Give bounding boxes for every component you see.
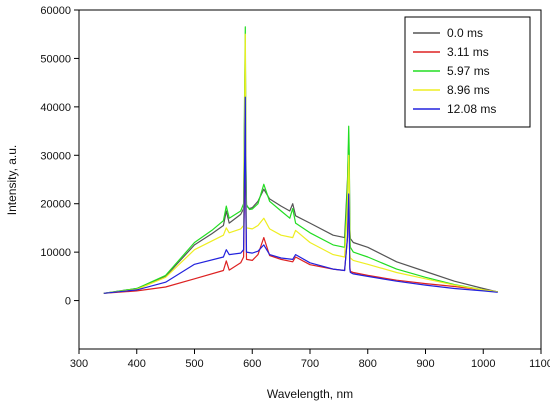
x-tick-label: 300: [70, 358, 88, 370]
y-tick-label: 50000: [40, 53, 71, 65]
legend-entry: 0.0 ms: [447, 26, 483, 40]
y-axis-title: Intensity, a.u.: [5, 145, 19, 215]
x-tick-label: 1100: [529, 358, 550, 370]
y-tick-label: 30000: [40, 150, 71, 162]
x-tick-label: 700: [301, 358, 319, 370]
x-tick-label: 400: [128, 358, 146, 370]
series-line-1: [103, 135, 498, 294]
y-tick-label: 40000: [40, 102, 71, 114]
legend-entry: 5.97 ms: [447, 64, 490, 78]
y-tick-label: 20000: [40, 199, 71, 211]
series-line-4: [103, 96, 498, 294]
x-axis-title: Wavelength, nm: [267, 387, 353, 401]
legend-entry: 3.11 ms: [447, 45, 489, 59]
x-tick-label: 600: [243, 358, 261, 370]
legend-entry: 8.96 ms: [447, 83, 490, 97]
series-layer: [103, 26, 498, 294]
series-line-3: [103, 33, 498, 294]
y-tick-label: 60000: [40, 5, 71, 17]
legend-entry: 12.08 ms: [447, 102, 496, 116]
series-line-0: [103, 48, 498, 294]
legend: 0.0 ms 3.11 ms 5.97 ms 8.96 ms 12.08 ms: [404, 16, 531, 128]
y-tick-label: 10000: [40, 247, 71, 259]
series-line-2: [103, 26, 498, 294]
axis-ticks: 300 400 500 600 700 800 900 1000 1100 0 10000 20000…: [40, 5, 550, 370]
x-tick-label: 1000: [471, 358, 495, 370]
x-tick-label: 900: [416, 358, 434, 370]
x-tick-label: 500: [185, 358, 203, 370]
x-tick-label: 800: [359, 358, 377, 370]
y-tick-label: 0: [65, 296, 71, 308]
